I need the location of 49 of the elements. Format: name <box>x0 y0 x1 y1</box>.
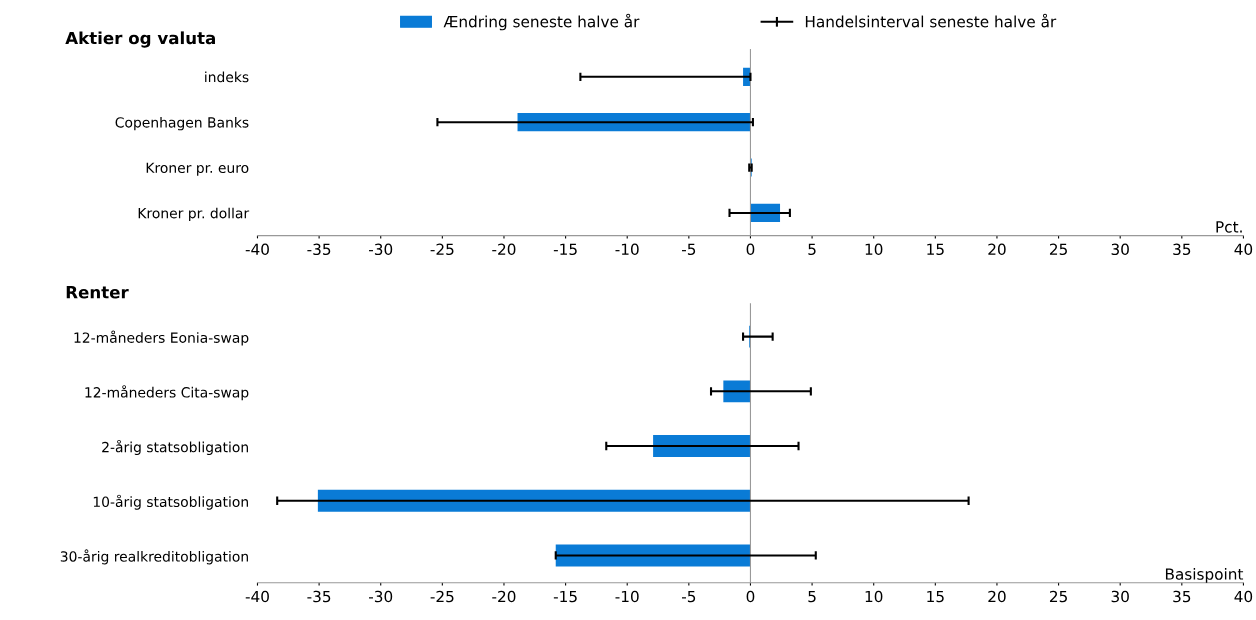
x-tick-label: -20 <box>492 590 516 603</box>
x-tick-label: -10 <box>615 243 639 256</box>
x-tick-label: 30 <box>1111 590 1129 603</box>
x-tick-label: -15 <box>553 243 577 256</box>
chart-title: Aktier og valuta <box>65 31 215 48</box>
x-tick-label: -30 <box>369 590 393 603</box>
x-tick-label: 20 <box>988 590 1006 603</box>
x-axis-title: Basispoint <box>1165 568 1244 583</box>
x-tick-label: 15 <box>927 243 944 256</box>
x-tick-label: 5 <box>808 243 816 256</box>
x-tick-label: 20 <box>988 243 1006 256</box>
x-tick-label: -40 <box>245 243 269 256</box>
x-tick-label: 25 <box>1049 590 1067 603</box>
x-tick-label: 10 <box>865 590 883 603</box>
y-tick-label: Kroner pr. dollar <box>138 207 250 222</box>
x-tick-label: -5 <box>681 590 696 603</box>
x-tick-label: -30 <box>369 243 393 256</box>
x-tick-label: -5 <box>681 243 696 256</box>
x-tick-label: 5 <box>808 590 816 603</box>
legend-label: Ændring seneste halve år <box>443 13 640 31</box>
x-tick-label: -15 <box>553 590 577 603</box>
x-tick-label: 0 <box>746 590 755 603</box>
x-tick-label: 40 <box>1234 590 1253 603</box>
x-tick-label: -35 <box>307 590 331 603</box>
y-tick-label: Copenhagen Banks <box>115 116 249 131</box>
x-tick-label: -10 <box>615 590 639 603</box>
x-tick-label: 40 <box>1234 243 1253 256</box>
x-tick-label: 15 <box>927 590 944 603</box>
x-tick-label: 30 <box>1111 243 1129 256</box>
x-tick-label: 35 <box>1173 590 1191 603</box>
y-tick-label: 2-årig statsobligation <box>102 439 248 456</box>
y-tick-label: 30-årig realkreditobligation <box>60 549 248 565</box>
y-tick-label: 12-måneders Eonia-swap <box>74 330 249 346</box>
x-axis-title: Pct. <box>1216 221 1242 233</box>
x-tick-label: -40 <box>245 590 269 603</box>
y-tick-label: 10-årig statsobligation <box>93 494 248 510</box>
x-tick-label: 0 <box>746 243 755 256</box>
x-tick-label: -25 <box>430 590 454 603</box>
x-tick-label: 10 <box>865 243 883 256</box>
x-tick-label: -20 <box>492 243 516 256</box>
x-tick-label: 35 <box>1173 243 1191 256</box>
text: Renter <box>66 286 129 299</box>
x-tick-label: -25 <box>430 243 454 256</box>
y-tick-label: indeks <box>205 71 249 83</box>
x-tick-label: 25 <box>1049 243 1067 256</box>
text: Handelsinterval seneste halve år <box>805 13 1057 28</box>
x-tick-label: -35 <box>307 243 331 256</box>
y-tick-label: 12-måneders Cita-swap <box>85 385 249 401</box>
y-tick-label: Kroner pr. euro <box>146 162 249 176</box>
